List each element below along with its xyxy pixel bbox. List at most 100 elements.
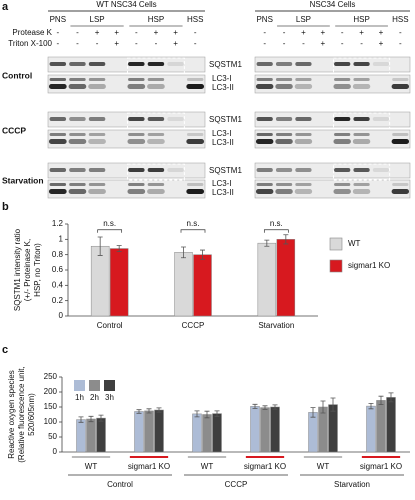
error-bar xyxy=(181,246,186,259)
band xyxy=(391,139,410,144)
x-tick-label: WT xyxy=(85,462,98,471)
band xyxy=(69,168,86,172)
blot-strip xyxy=(254,179,411,199)
band xyxy=(88,183,106,186)
band xyxy=(353,133,370,136)
band xyxy=(256,62,273,66)
protease-sign: - xyxy=(399,28,402,37)
error-bar xyxy=(214,410,220,417)
band xyxy=(334,62,351,66)
row-label: Control xyxy=(2,70,32,80)
band xyxy=(352,84,371,89)
protease-sign: - xyxy=(341,28,344,37)
y-tick-label: 0.2 xyxy=(52,296,64,305)
band xyxy=(372,117,390,121)
band xyxy=(294,139,313,144)
band-label: LC3-I xyxy=(212,129,232,138)
band xyxy=(147,78,165,81)
band xyxy=(353,183,370,186)
y-tick-label: 250 xyxy=(44,372,58,381)
bar xyxy=(328,404,338,453)
band xyxy=(294,84,313,89)
band xyxy=(186,183,204,186)
bar xyxy=(376,400,386,453)
band xyxy=(275,139,293,144)
band xyxy=(392,183,409,186)
band xyxy=(88,139,106,144)
band xyxy=(392,133,409,136)
band xyxy=(275,78,293,81)
band xyxy=(147,183,165,186)
band xyxy=(48,84,67,89)
fraction-label: LSP xyxy=(90,15,105,24)
triton-sign: + xyxy=(379,39,384,48)
bar xyxy=(144,410,154,453)
band xyxy=(48,139,67,144)
band xyxy=(275,189,293,194)
hsp-box xyxy=(127,163,185,181)
hsp-box xyxy=(333,163,391,181)
protease-label: Protease K xyxy=(12,28,52,37)
band xyxy=(333,189,351,194)
protease-sign: + xyxy=(379,28,384,37)
panel-label: a xyxy=(2,1,9,13)
band xyxy=(334,168,351,172)
y-axis-label: 520/605nm) xyxy=(27,393,36,436)
triton-sign: - xyxy=(155,39,158,48)
panel-label: c xyxy=(2,344,8,356)
row-label: Starvation xyxy=(2,175,44,185)
band-label: LC3-II xyxy=(212,83,234,92)
band xyxy=(147,133,165,136)
fraction-label: PNS xyxy=(256,15,272,24)
error-bar xyxy=(252,403,258,409)
sig-label: n.s. xyxy=(270,219,283,228)
band xyxy=(69,183,86,186)
blot-strip xyxy=(254,111,411,128)
band xyxy=(69,62,86,66)
bar xyxy=(154,409,164,453)
band xyxy=(69,78,86,81)
hsp-box xyxy=(333,112,391,130)
y-tick-label: 150 xyxy=(44,402,58,411)
band-label: SQSTM1 xyxy=(209,115,242,124)
y-axis-label: Reactive oxygen species xyxy=(7,370,16,459)
band xyxy=(294,189,313,194)
band xyxy=(275,117,293,121)
x-tick-label: WT xyxy=(201,462,214,471)
band xyxy=(128,168,145,172)
band-label: SQSTM1 xyxy=(209,166,242,175)
band xyxy=(256,168,273,172)
error-bar xyxy=(97,236,103,256)
error-bar xyxy=(78,416,84,423)
band xyxy=(275,183,293,186)
band xyxy=(69,117,86,121)
band xyxy=(295,62,312,66)
y-axis-label: (+/- Proteinase K, xyxy=(23,239,32,301)
error-bar xyxy=(200,249,205,260)
panel-title: WT NSC34 Cells xyxy=(96,0,156,9)
band xyxy=(353,168,370,172)
band xyxy=(88,168,106,172)
band xyxy=(128,117,145,121)
band-label: SQSTM1 xyxy=(209,60,242,69)
band xyxy=(128,78,145,81)
triton-sign: - xyxy=(56,39,59,48)
error-bar xyxy=(146,408,152,414)
band xyxy=(167,62,184,66)
band xyxy=(49,117,67,121)
x-tick-label: sigmar1 KO xyxy=(128,462,170,471)
blot-strip xyxy=(254,129,411,149)
triton-sign: - xyxy=(194,39,197,48)
error-bar xyxy=(320,400,326,414)
band xyxy=(88,78,106,81)
sig-bracket xyxy=(263,229,289,233)
triton-sign: - xyxy=(76,39,79,48)
band-label: LC3-II xyxy=(212,138,234,147)
error-bar xyxy=(378,395,384,405)
error-bar xyxy=(264,239,270,247)
band xyxy=(352,189,371,194)
band xyxy=(275,168,293,172)
protease-sign: - xyxy=(194,28,197,37)
band-label: LC3-II xyxy=(212,188,234,197)
bar xyxy=(193,254,212,317)
